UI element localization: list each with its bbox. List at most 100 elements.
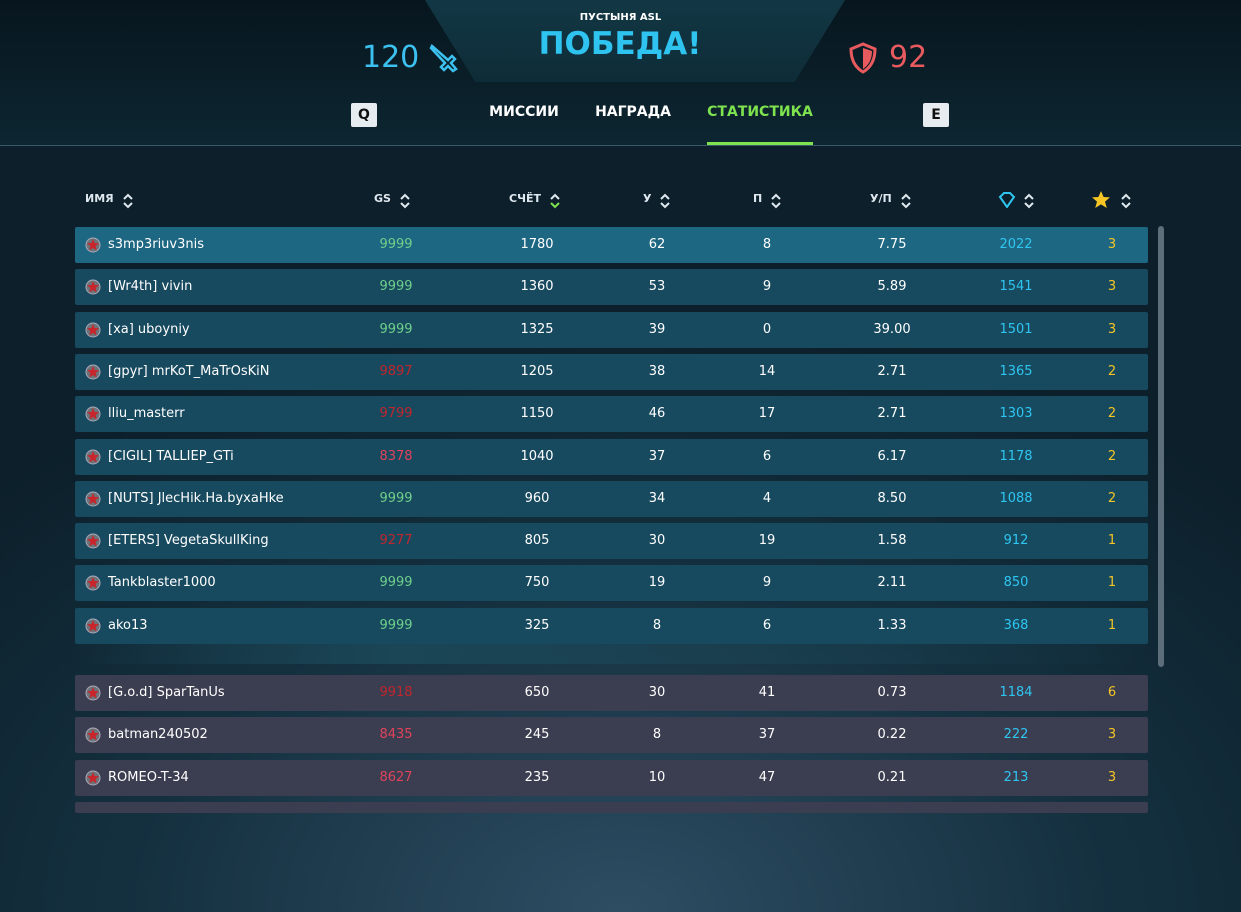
cell-gs: 8435 [379,727,413,743]
rank-icon [85,449,101,464]
sort-arrows[interactable] [549,192,561,210]
column-header[interactable]: У [643,192,652,205]
rank-icon [85,727,101,743]
player-name: [Wr4th] vivin [108,279,193,295]
cell-kills: 34 [648,490,666,506]
cell-score: 1150 [520,406,554,422]
cell-score: 750 [524,575,550,591]
cell-gems: 213 [1003,769,1029,785]
player-name: ROMEO-T-34 [108,769,189,785]
player-row[interactable]: ako13 9999 325 8 6 1.33 368 1 [75,607,1148,644]
sort-arrows[interactable] [122,192,134,210]
cell-kd: 7.75 [877,237,907,252]
tab[interactable]: МИССИИ [489,104,559,120]
cell-deaths: 9 [762,279,772,295]
cell-kills: 8 [652,617,662,633]
cell-gems: 222 [1003,727,1029,743]
tab[interactable]: НАГРАДА [595,104,671,120]
player-row[interactable]: [xa] uboyniy 9999 1325 39 0 39.00 1501 3 [75,311,1148,348]
player-row[interactable]: batman240502 8435 245 8 37 0.22 222 3 [75,717,1148,754]
rank-icon [85,279,101,295]
cell-gems: 1303 [999,406,1033,422]
cell-kills: 10 [648,769,666,785]
player-row[interactable]: [Wr4th] vivin 9999 1360 53 9 5.89 1541 3 [75,269,1148,306]
rank-icon [85,237,101,253]
player-row[interactable]: [CIGIL] TALLIEP_GTi 8378 1040 37 6 6.17 1178 2 [75,438,1148,475]
header-plate [425,0,845,82]
player-name: [CIGIL] TALLIEP_GTi [108,448,234,464]
score-left: 120 [362,40,420,75]
tab-underline [707,142,813,145]
column-header[interactable]: У/П [870,192,892,205]
prev-key[interactable]: Q [351,103,377,127]
cell-stars: 2 [1107,490,1117,506]
column-header[interactable]: GS [374,192,391,205]
cell-gems: 1178 [999,448,1033,464]
sort-arrows[interactable] [399,192,411,210]
cell-score: 1325 [520,321,554,337]
scrollbar[interactable] [1158,226,1164,667]
rank-icon [85,575,101,591]
rank-icon [85,364,101,380]
sort-arrows[interactable] [900,192,912,210]
sort-arrows[interactable] [1120,192,1132,210]
player-name: [ETERS] VegetaSkullKing [108,533,269,549]
cell-kd: 0.22 [877,727,907,743]
cell-kd: 6.17 [877,448,907,464]
player-row[interactable]: Tankblaster1000 9999 750 19 9 2.11 850 1 [75,565,1148,602]
sort-arrows[interactable] [770,192,782,210]
cell-deaths: 6 [762,448,772,464]
sort-arrows[interactable] [659,192,671,210]
cell-kd: 39.00 [873,321,911,337]
cell-deaths: 0 [762,321,772,337]
cell-kd: 5.89 [877,279,907,295]
player-name: [NUTS] JlecHik.Ha.byxaHke [108,490,284,506]
cell-stars: 1 [1107,575,1117,591]
cell-kills: 38 [648,363,666,379]
cell-kills: 53 [648,279,666,295]
score-right: 92 [889,40,928,75]
column-header[interactable]: П [753,192,763,205]
cell-score: 960 [524,490,550,506]
cell-deaths: 14 [758,363,776,379]
shield-icon [849,42,877,74]
player-name: [G.o.d] SparTanUs [108,685,225,700]
rank-icon [85,406,101,422]
cell-gems: 1184 [999,685,1033,700]
cell-deaths: 19 [758,533,776,549]
column-header[interactable]: ИМЯ [85,192,114,205]
cell-score: 1360 [520,279,554,295]
next-key[interactable]: E [923,103,949,127]
player-row[interactable]: s3mp3riuv3nis 9999 1780 62 8 7.75 2022 3 [75,227,1148,263]
player-name: s3mp3riuv3nis [108,237,205,252]
cell-deaths: 6 [762,617,772,633]
cell-kills: 30 [648,533,666,549]
player-row[interactable]: lliu_masterr 9799 1150 46 17 2.71 1303 2 [75,396,1148,433]
player-row[interactable]: ROMEO-T-34 8627 235 10 47 0.21 213 3 [75,759,1148,796]
rank-icon [85,770,101,786]
player-name: [xa] uboyniy [108,321,190,337]
cell-kd: 0.73 [877,685,907,700]
cell-gs: 9999 [379,617,413,633]
player-row[interactable]: [gpyr] mrKoT_MaTrOsKiN 9897 1205 38 14 2.71 13… [75,353,1148,390]
player-row[interactable]: [G.o.d] SparTanUs 9918 650 30 41 0.73 1184 6 [75,675,1148,711]
player-name: [gpyr] mrKoT_MaTrOsKiN [108,363,270,379]
column-header[interactable]: СЧЁТ [509,192,541,205]
cell-deaths: 41 [758,685,776,700]
cell-stars: 1 [1107,533,1117,549]
player-row[interactable]: [NUTS] JlecHik.Ha.byxaHke 9999 960 34 4 8.50 1… [75,480,1148,517]
cell-gems: 850 [1003,575,1029,591]
sort-arrows[interactable] [1023,192,1035,210]
rank-icon [85,685,101,701]
cell-deaths: 8 [762,237,772,252]
player-row[interactable]: [ETERS] VegetaSkullKing 9277 805 30 19 1.58 91… [75,523,1148,560]
tab[interactable]: СТАТИСТИКА [707,104,813,120]
cell-score: 245 [524,727,550,743]
cell-kd: 8.50 [877,490,907,506]
stars-icon [1092,191,1110,208]
cell-gs: 9999 [379,237,413,252]
cell-score: 1780 [520,237,554,252]
cell-kd: 2.71 [877,406,907,422]
cell-stars: 2 [1107,363,1117,379]
